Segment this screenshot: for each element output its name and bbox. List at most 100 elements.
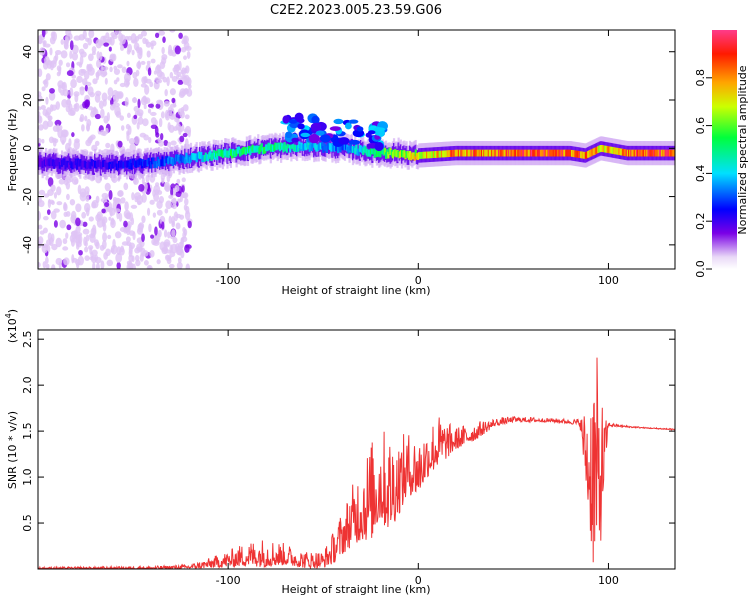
spectrogram-ridge bbox=[281, 143, 284, 150]
spectrogram-ridge bbox=[74, 158, 77, 166]
spectrogram-noise bbox=[116, 64, 123, 69]
spectrogram-ridge bbox=[618, 148, 622, 156]
spectrogram-noise bbox=[161, 46, 165, 55]
spectrogram-ridge bbox=[554, 149, 558, 157]
spectrogram-noise bbox=[51, 264, 56, 269]
spectrogram-noise bbox=[100, 64, 104, 75]
spectrogram-ridge bbox=[313, 140, 316, 148]
spectrogram-ridge bbox=[97, 160, 100, 167]
spectrogram-noise bbox=[131, 49, 135, 56]
spectrogram-noise bbox=[75, 217, 81, 227]
spectrogram-band bbox=[149, 152, 153, 167]
spectrogram-noise bbox=[130, 204, 138, 209]
spectrogram-noise bbox=[89, 233, 96, 243]
spectrogram-ridge bbox=[359, 145, 363, 153]
spectrogram-ridge bbox=[452, 149, 455, 157]
spectrogram-ridge bbox=[408, 150, 412, 158]
spectrogram-noise bbox=[120, 34, 127, 45]
spectrogram-ridge bbox=[585, 151, 588, 159]
spectrogram-ridge bbox=[342, 143, 345, 150]
spectrogram-noise bbox=[70, 78, 77, 89]
spectrogram-ridge bbox=[56, 159, 59, 167]
spectrogram-ridge bbox=[194, 153, 197, 161]
spectrogram-ridge bbox=[558, 149, 561, 157]
spectrogram-ridge bbox=[664, 149, 667, 157]
spectrogram-noise bbox=[65, 62, 71, 68]
spectrogram-noise bbox=[132, 177, 139, 185]
spectrogram-noise bbox=[73, 35, 81, 41]
spectrogram-noise bbox=[108, 46, 112, 52]
spectrogram-ridge bbox=[546, 149, 550, 157]
spectrogram-noise bbox=[180, 239, 184, 248]
spectrogram-band bbox=[363, 145, 366, 160]
spectrogram-noise bbox=[155, 132, 160, 138]
spectrogram-noise bbox=[93, 106, 97, 112]
spectrogram-ridge bbox=[184, 157, 187, 165]
spectrogram-noise bbox=[178, 32, 183, 39]
spectrogram-ridge bbox=[640, 149, 643, 157]
spectrogram-noise bbox=[54, 49, 62, 55]
spectrogram-noise bbox=[38, 236, 44, 245]
spectrogram-ridge bbox=[657, 149, 660, 157]
spectrogram-ridge bbox=[327, 142, 331, 150]
spectrogram-noise bbox=[139, 112, 143, 119]
spectrogram-noise bbox=[181, 67, 187, 76]
spectrogram-ridge bbox=[91, 159, 94, 167]
colorbar-tick-label: 0.0 bbox=[694, 260, 707, 278]
spectrogram-ridge bbox=[321, 141, 324, 149]
spectrogram-ridge bbox=[523, 149, 526, 157]
spectrogram-ridge bbox=[473, 149, 477, 157]
spectrogram-noise bbox=[161, 221, 165, 230]
spectrogram-ridge bbox=[287, 141, 291, 148]
spectrogram-noise bbox=[38, 142, 41, 147]
spectrogram-noise bbox=[144, 84, 150, 95]
spectrogram-ridge bbox=[331, 143, 334, 150]
spectrogram-ridge bbox=[201, 155, 204, 163]
spectrogram-ridge bbox=[609, 146, 612, 154]
spectrogram-noise bbox=[44, 43, 51, 48]
spectrogram-ridge bbox=[136, 159, 139, 167]
spectrogram-noise bbox=[76, 75, 83, 84]
spectrogram-noise bbox=[134, 110, 141, 116]
spectrogram-noise bbox=[103, 42, 109, 47]
spectrogram-ridge bbox=[237, 146, 240, 154]
spectrogram-noise bbox=[167, 49, 174, 56]
spectrogram-band bbox=[115, 155, 118, 171]
spectrogram-ridge bbox=[420, 151, 423, 159]
spectrogram-ridge bbox=[642, 149, 646, 157]
spectrogram-ridge bbox=[144, 159, 147, 167]
spectrogram-ridge bbox=[505, 149, 509, 157]
spectrogram-ridge bbox=[373, 151, 376, 158]
spectrogram-ridge bbox=[421, 151, 424, 159]
spectrogram-ridge bbox=[600, 145, 603, 152]
spectrogram-ridge bbox=[447, 150, 450, 157]
spectrogram-blob bbox=[329, 126, 341, 131]
spectrogram-ridge bbox=[216, 153, 219, 161]
spectrogram-ridge bbox=[138, 158, 141, 166]
spectrogram-ridge bbox=[535, 149, 538, 157]
spectrogram-ridge bbox=[131, 158, 134, 166]
spectrogram-ridge bbox=[230, 151, 234, 159]
spectrogram-noise bbox=[135, 259, 141, 267]
spectrogram-ridge bbox=[568, 149, 571, 157]
spectrogram-band bbox=[334, 144, 337, 159]
spectrogram-ridge bbox=[467, 149, 470, 157]
colorbar-tick-label: 0.4 bbox=[694, 165, 707, 183]
spectrogram-ridge bbox=[268, 143, 271, 151]
spectrogram-ridge bbox=[607, 146, 610, 154]
spectrogram-band bbox=[358, 146, 361, 161]
spectrogram-band bbox=[39, 152, 42, 167]
spectrogram-band bbox=[246, 146, 250, 162]
spectrogram-noise bbox=[164, 184, 171, 192]
y-tick-label: -20 bbox=[21, 188, 34, 206]
spectrogram-noise bbox=[183, 204, 188, 211]
spectrogram-noise bbox=[146, 50, 151, 58]
spectrogram-noise bbox=[153, 192, 160, 202]
spectrogram-ridge bbox=[106, 162, 109, 170]
spectrogram-noise bbox=[95, 71, 100, 78]
spectrogram-ridge bbox=[477, 149, 480, 157]
spectrogram-ridge bbox=[129, 159, 132, 167]
spectrogram-ridge bbox=[139, 158, 142, 166]
spectrogram-noise bbox=[75, 203, 82, 213]
spectrogram-ridge bbox=[42, 159, 45, 167]
